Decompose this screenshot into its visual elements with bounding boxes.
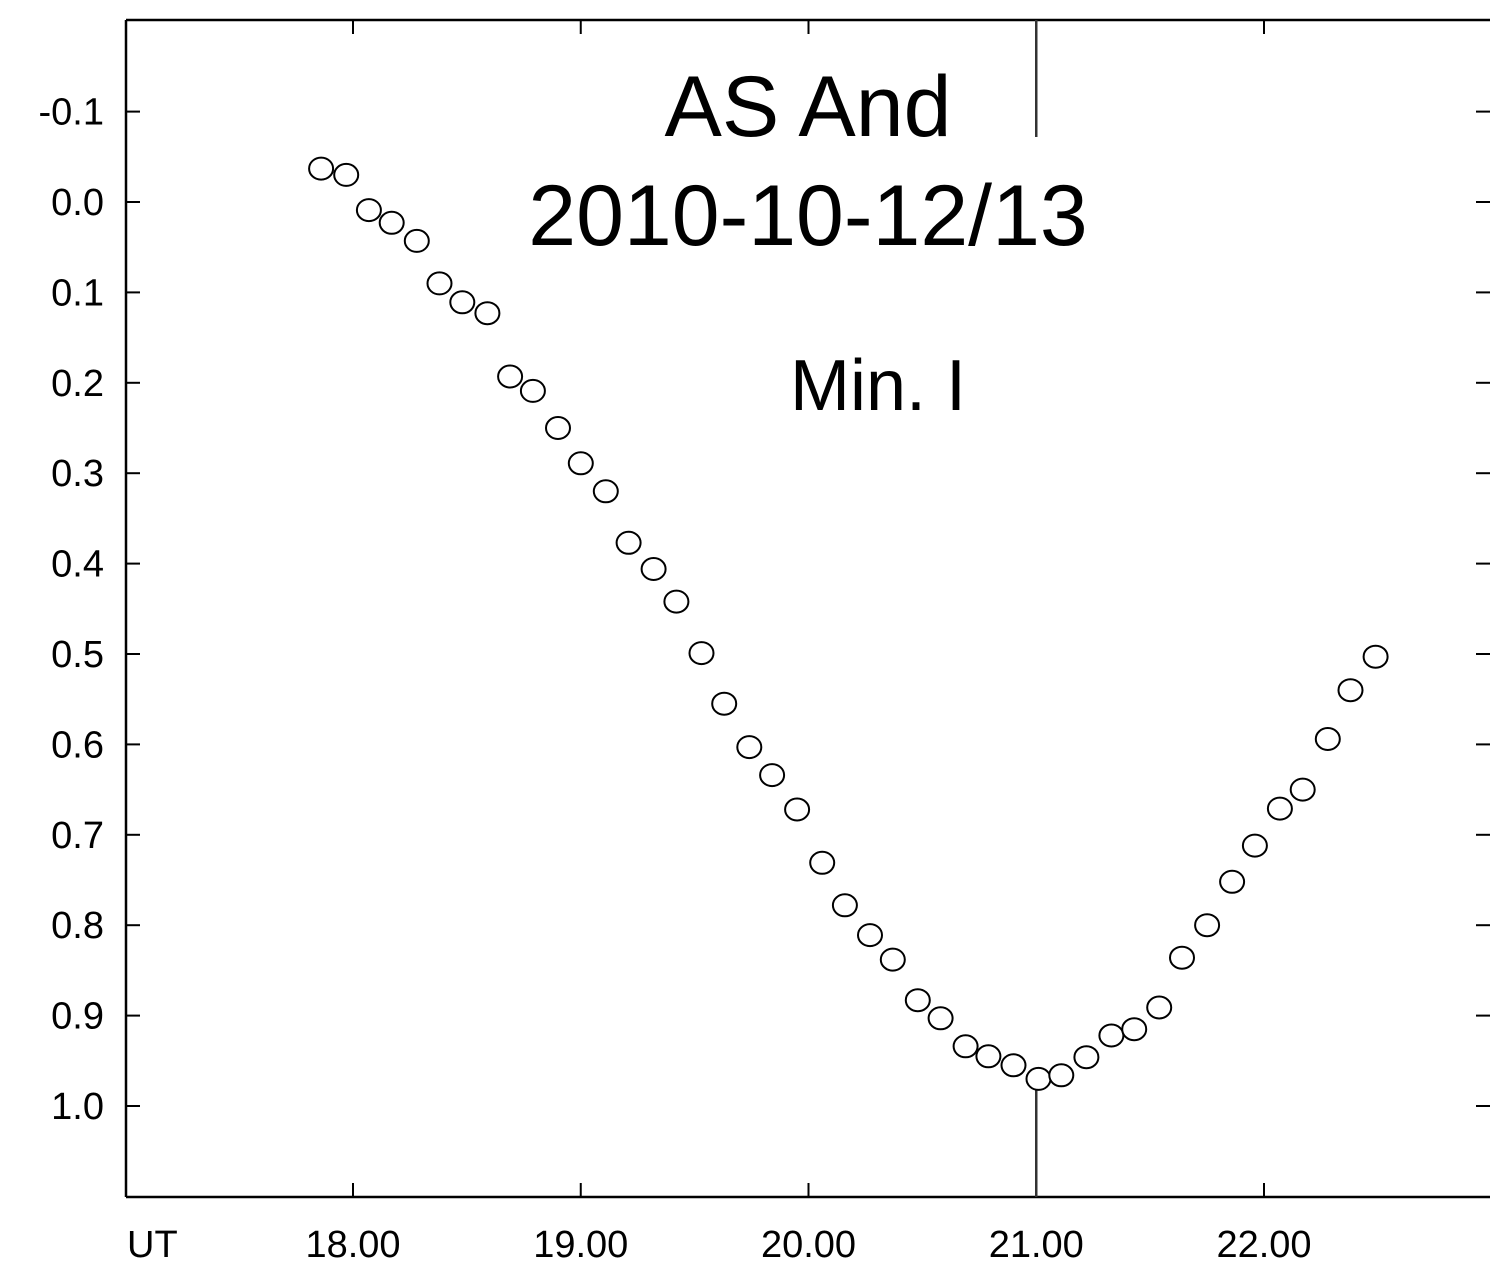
data-point [615, 530, 642, 555]
data-point [1073, 1045, 1100, 1070]
data-point [1314, 727, 1341, 751]
data-point [1025, 1066, 1052, 1091]
x-tick-label: 21.00 [989, 1224, 1084, 1261]
data-point [355, 198, 382, 223]
data-point [1337, 678, 1364, 703]
minimum-annotation: Min. I [790, 346, 966, 426]
data-point [640, 557, 667, 581]
y-tick-label: 1.0 [51, 1086, 104, 1128]
data-point [333, 162, 360, 187]
data-point [904, 988, 931, 1013]
data-point [1219, 869, 1246, 894]
data-point [1146, 995, 1173, 1020]
data-point [952, 1034, 979, 1059]
data-point [1194, 913, 1221, 938]
y-tick-label: 0.3 [51, 453, 104, 495]
y-tick-label: 0.1 [51, 272, 104, 314]
y-tick-label: 0.8 [51, 905, 104, 947]
data-point [831, 893, 858, 918]
x-tick-label: 22.00 [1216, 1224, 1311, 1261]
x-axis-label: UT [127, 1224, 178, 1261]
data-point [1121, 1017, 1148, 1042]
data-point [1241, 833, 1268, 858]
data-point [1169, 945, 1195, 970]
data-point [1362, 644, 1389, 669]
y-tick-label: 0.7 [51, 815, 104, 857]
chart-title: AS And [665, 59, 952, 155]
data-point [1289, 777, 1316, 802]
y-tick-label: 0.4 [51, 544, 104, 586]
data-point [809, 850, 836, 875]
data-point [1098, 1023, 1125, 1048]
data-point [308, 156, 335, 181]
data-point [975, 1044, 1002, 1069]
x-tick-label: 20.00 [761, 1224, 856, 1261]
chart-subtitle: 2010-10-12/13 [528, 168, 1087, 264]
data-point [1000, 1053, 1027, 1078]
data-point [688, 641, 715, 666]
data-point [784, 797, 811, 822]
data-point [567, 451, 594, 476]
data-point [545, 416, 571, 440]
data-point [519, 378, 546, 403]
y-tick-label: 0.2 [51, 363, 104, 405]
data-point [497, 364, 524, 389]
data-points [308, 156, 1389, 1091]
y-tick-label: 0.9 [51, 996, 104, 1038]
data-point [736, 735, 763, 760]
data-point [449, 290, 476, 315]
data-point [663, 589, 690, 614]
x-tick-label: 19.00 [533, 1224, 628, 1261]
data-point [1266, 796, 1293, 821]
y-tick-label: 0.0 [51, 182, 104, 224]
data-point [474, 301, 501, 326]
data-point [592, 479, 619, 504]
y-tick-label: 0.6 [51, 724, 104, 766]
y-tick-label: -0.1 [39, 92, 104, 134]
data-point [711, 691, 738, 716]
data-point [403, 228, 430, 253]
x-axis: 18.00 19.00 20.00 21.00 22.00 [305, 20, 1312, 1261]
data-point [927, 1006, 954, 1031]
y-tick-label: 0.5 [51, 634, 104, 676]
data-point [1048, 1063, 1075, 1088]
x-tick-label: 18.00 [305, 1224, 400, 1261]
data-point [759, 763, 786, 788]
y-axis: -0.1 0.0 0.1 0.2 0.3 0.4 0.5 0.6 0.7 0.8 0.9 1.0 [39, 92, 1490, 1128]
data-point [857, 923, 883, 948]
data-point [426, 271, 453, 296]
data-point [378, 210, 405, 235]
data-point [879, 947, 906, 972]
